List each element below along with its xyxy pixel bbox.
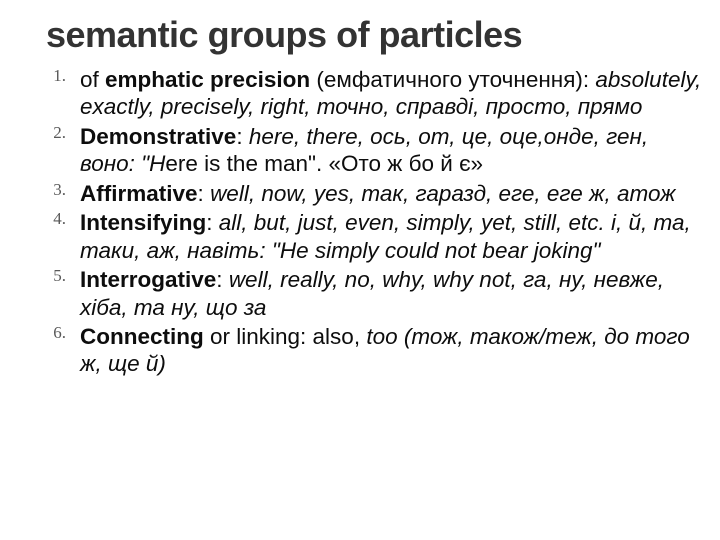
- lead-post: :: [198, 181, 211, 206]
- lead-post: :: [236, 124, 249, 149]
- term: Intensifying: [80, 210, 206, 235]
- lead-post: (емфатичного уточнення):: [310, 67, 595, 92]
- list-item: Affirmative: well, now, yes, так, гаразд…: [36, 180, 702, 207]
- lead-post: :: [206, 210, 219, 235]
- term: Interrogative: [80, 267, 216, 292]
- term: emphatic precision: [105, 67, 310, 92]
- page-title: semantic groups of particles: [46, 14, 702, 56]
- numbered-list: of emphatic precision (емфатичного уточн…: [18, 66, 702, 378]
- lead-post: :: [216, 267, 229, 292]
- term: Affirmative: [80, 181, 198, 206]
- list-item: of emphatic precision (емфатичного уточн…: [36, 66, 702, 121]
- lead-text: of: [80, 67, 105, 92]
- list-item: Connecting or linking: also, too (тож, т…: [36, 323, 702, 378]
- examples-italic: well, now, yes, так, гаразд, еге, еге ж,…: [210, 181, 675, 206]
- lead-post: or linking: also,: [204, 324, 367, 349]
- slide: semantic groups of particles of emphatic…: [0, 0, 720, 540]
- term: Demonstrative: [80, 124, 236, 149]
- term: Connecting: [80, 324, 204, 349]
- list-item: Interrogative: well, really, no, why, wh…: [36, 266, 702, 321]
- examples-plain: ere is the man". «Ото ж бо й є»: [165, 151, 483, 176]
- list-item: Demonstrative: here, there, ось, от, це,…: [36, 123, 702, 178]
- list-item: Intensifying: all, but, just, even, simp…: [36, 209, 702, 264]
